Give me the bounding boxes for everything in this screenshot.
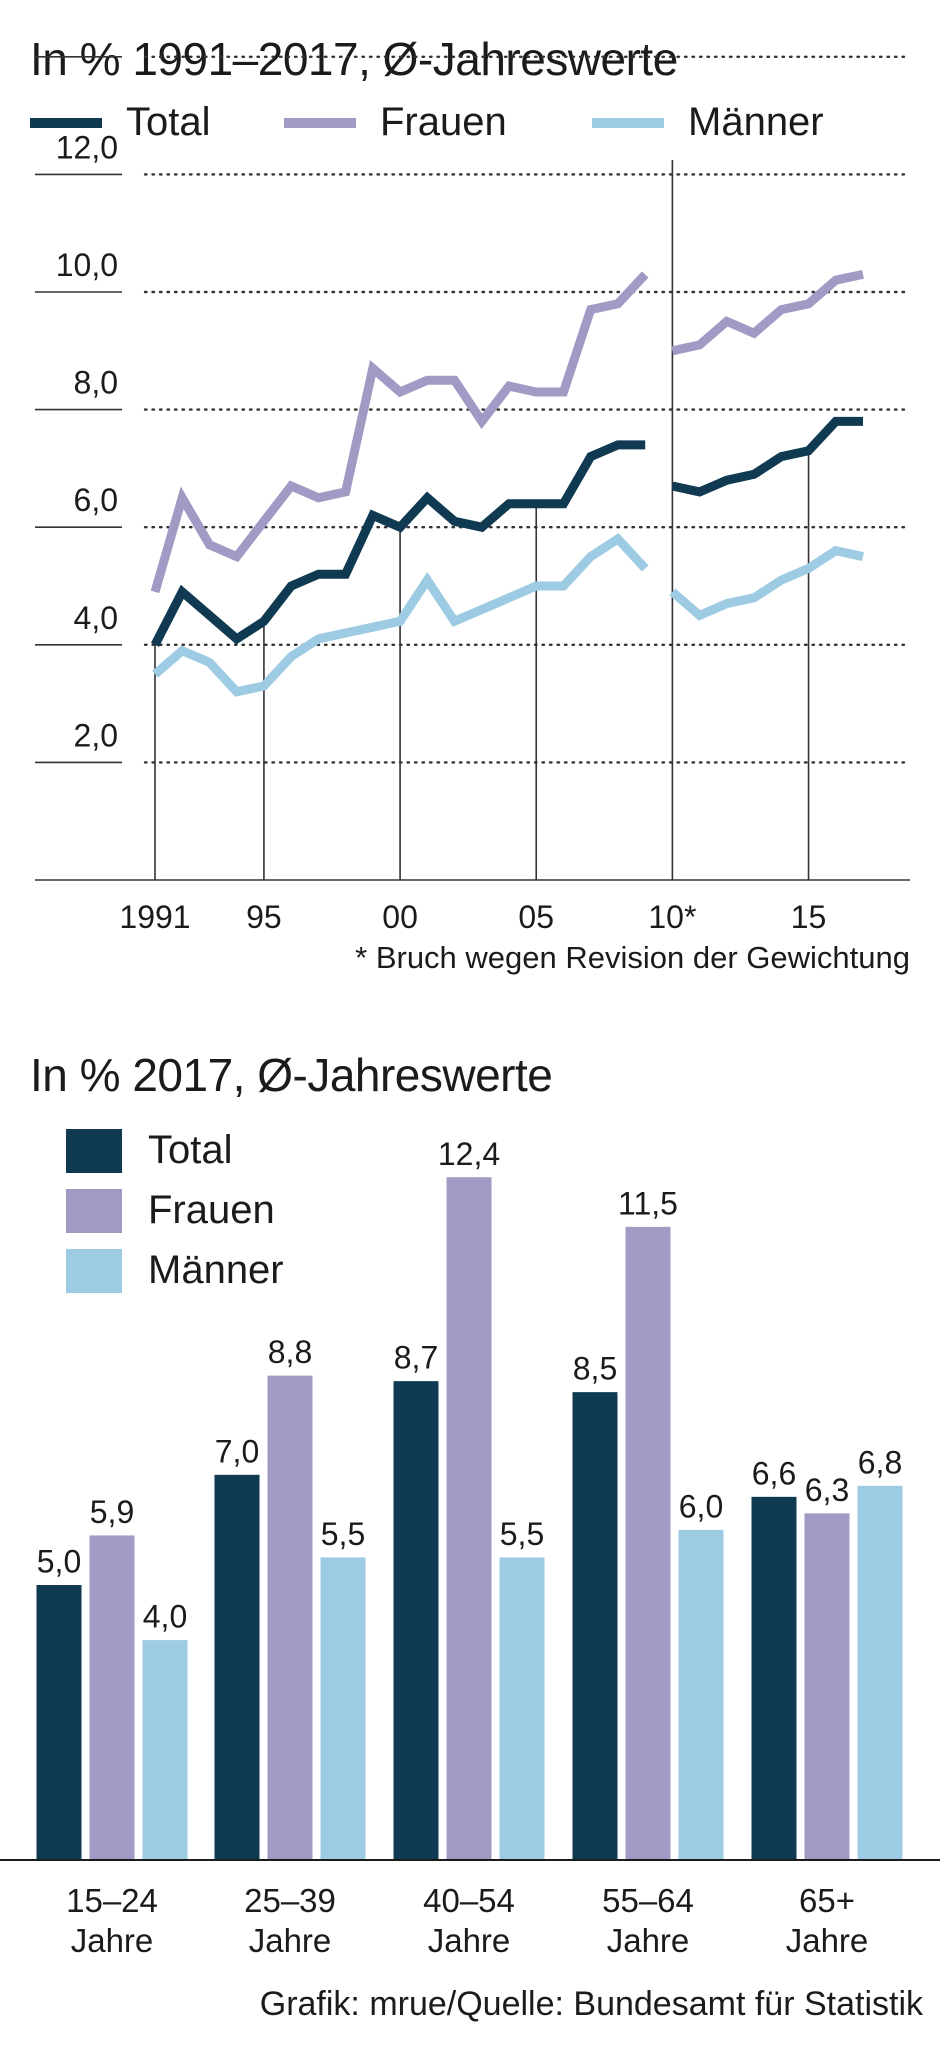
legend-frauen: Frauen <box>284 100 507 145</box>
bar-frauen <box>445 1176 493 1861</box>
bar-maenner <box>498 1556 546 1861</box>
bar-frauen <box>266 1374 314 1861</box>
bar-frauen <box>624 1225 672 1861</box>
bar-value-label: 5,5 <box>321 1516 365 1552</box>
bar-frauen <box>88 1534 136 1861</box>
line-chart-legend: Total Frauen Männer <box>30 100 910 154</box>
bar-value-label: 8,5 <box>573 1351 617 1387</box>
line-chart-footnote: * Bruch wegen Revision der Gewichtung <box>355 940 910 975</box>
y-tick-label: 2,0 <box>74 717 118 753</box>
legend-maenner-label: Männer <box>688 100 824 144</box>
series-line-maenner-after-break <box>669 545 864 621</box>
bar-total <box>213 1473 261 1861</box>
bar-value-label: 5,9 <box>90 1494 134 1530</box>
bar-legend-maenner-label: Männer <box>148 1248 284 1292</box>
legend-frauen-label: Frauen <box>380 100 507 144</box>
category-label-line1: 15–24 <box>66 1882 158 1919</box>
bar-legend-maenner-swatch <box>66 1248 122 1293</box>
category-label-line1: 65+ <box>799 1882 855 1919</box>
series-line-total-after-break <box>671 416 863 497</box>
category-label-line2: Jahre <box>607 1922 690 1959</box>
series-line-total-before-break <box>150 440 646 647</box>
x-tick-label: 1991 <box>119 899 190 935</box>
bar-value-label: 7,0 <box>215 1433 259 1469</box>
category-label-line1: 25–39 <box>244 1882 336 1919</box>
series-line-frauen-after-break <box>671 269 864 356</box>
bar-legend-frauen: Frauen <box>66 1188 326 1233</box>
x-tick-label: 95 <box>246 899 282 935</box>
legend-maenner-swatch <box>592 117 664 128</box>
series-line-frauen-before-break <box>150 271 649 594</box>
y-tick-label: 4,0 <box>74 600 118 636</box>
bar-value-label: 5,0 <box>37 1544 81 1580</box>
category-label-line1: 40–54 <box>423 1882 515 1919</box>
bar-maenner <box>319 1556 367 1861</box>
y-tick-label: 8,0 <box>74 365 118 401</box>
category-label-line1: 55–64 <box>602 1882 694 1919</box>
source-credit: Grafik: mrue/Quelle: Bundesamt für Stati… <box>259 1985 923 2023</box>
legend-total: Total <box>30 100 211 145</box>
bar-total <box>750 1495 798 1861</box>
bar-legend-total: Total <box>66 1128 326 1173</box>
y-tick-label: 6,0 <box>74 482 118 518</box>
legend-total-label: Total <box>126 100 211 144</box>
x-tick-label: 15 <box>791 899 827 935</box>
bar-maenner <box>856 1484 904 1861</box>
legend-maenner: Männer <box>592 100 824 145</box>
bar-value-label: 12,4 <box>438 1136 500 1172</box>
bar-legend-total-label: Total <box>148 1128 233 1172</box>
bar-value-label: 6,8 <box>858 1444 902 1480</box>
category-label-line2: Jahre <box>71 1922 154 1959</box>
line-chart-title: In % 1991–2017, Ø-Jahreswerte <box>30 33 678 85</box>
bar-value-label: 6,6 <box>752 1455 796 1491</box>
category-label-line2: Jahre <box>428 1922 511 1959</box>
bar-legend-total-swatch <box>66 1128 122 1173</box>
bar-value-label: 8,8 <box>268 1334 312 1370</box>
bar-value-label: 6,0 <box>679 1488 723 1524</box>
bar-total <box>35 1584 83 1861</box>
bar-legend-frauen-label: Frauen <box>148 1188 275 1232</box>
bar-value-label: 8,7 <box>394 1340 438 1376</box>
bar-total <box>571 1391 619 1861</box>
bar-value-label: 4,0 <box>143 1599 187 1635</box>
bar-maenner <box>141 1639 189 1861</box>
legend-frauen-swatch <box>284 117 356 128</box>
series-line-maenner-before-break <box>152 533 649 697</box>
x-tick-label: 10* <box>648 899 696 935</box>
y-tick-label: 10,0 <box>56 247 118 283</box>
category-label-line2: Jahre <box>786 1922 869 1959</box>
bar-maenner <box>677 1528 725 1861</box>
bar-value-label: 6,3 <box>805 1472 849 1508</box>
bar-chart-title: In % 2017, Ø-Jahreswerte <box>30 1049 553 1101</box>
legend-total-swatch <box>30 117 102 128</box>
line-chart: 2,0 4,0 6,0 8,0 10,0 12,0 1991 95 00 05 10* 15 <box>35 55 912 935</box>
bar-legend-maenner: Männer <box>66 1248 326 1293</box>
bar-total <box>392 1380 440 1861</box>
bar-value-label: 11,5 <box>618 1185 678 1221</box>
bar-value-label: 5,5 <box>500 1516 544 1552</box>
bar-legend-frauen-swatch <box>66 1188 122 1233</box>
bar-frauen <box>803 1512 851 1861</box>
y-tick-label: 12,0 <box>56 129 118 165</box>
category-label-line2: Jahre <box>249 1922 332 1959</box>
x-tick-label: 00 <box>382 899 418 935</box>
x-tick-label: 05 <box>518 899 554 935</box>
